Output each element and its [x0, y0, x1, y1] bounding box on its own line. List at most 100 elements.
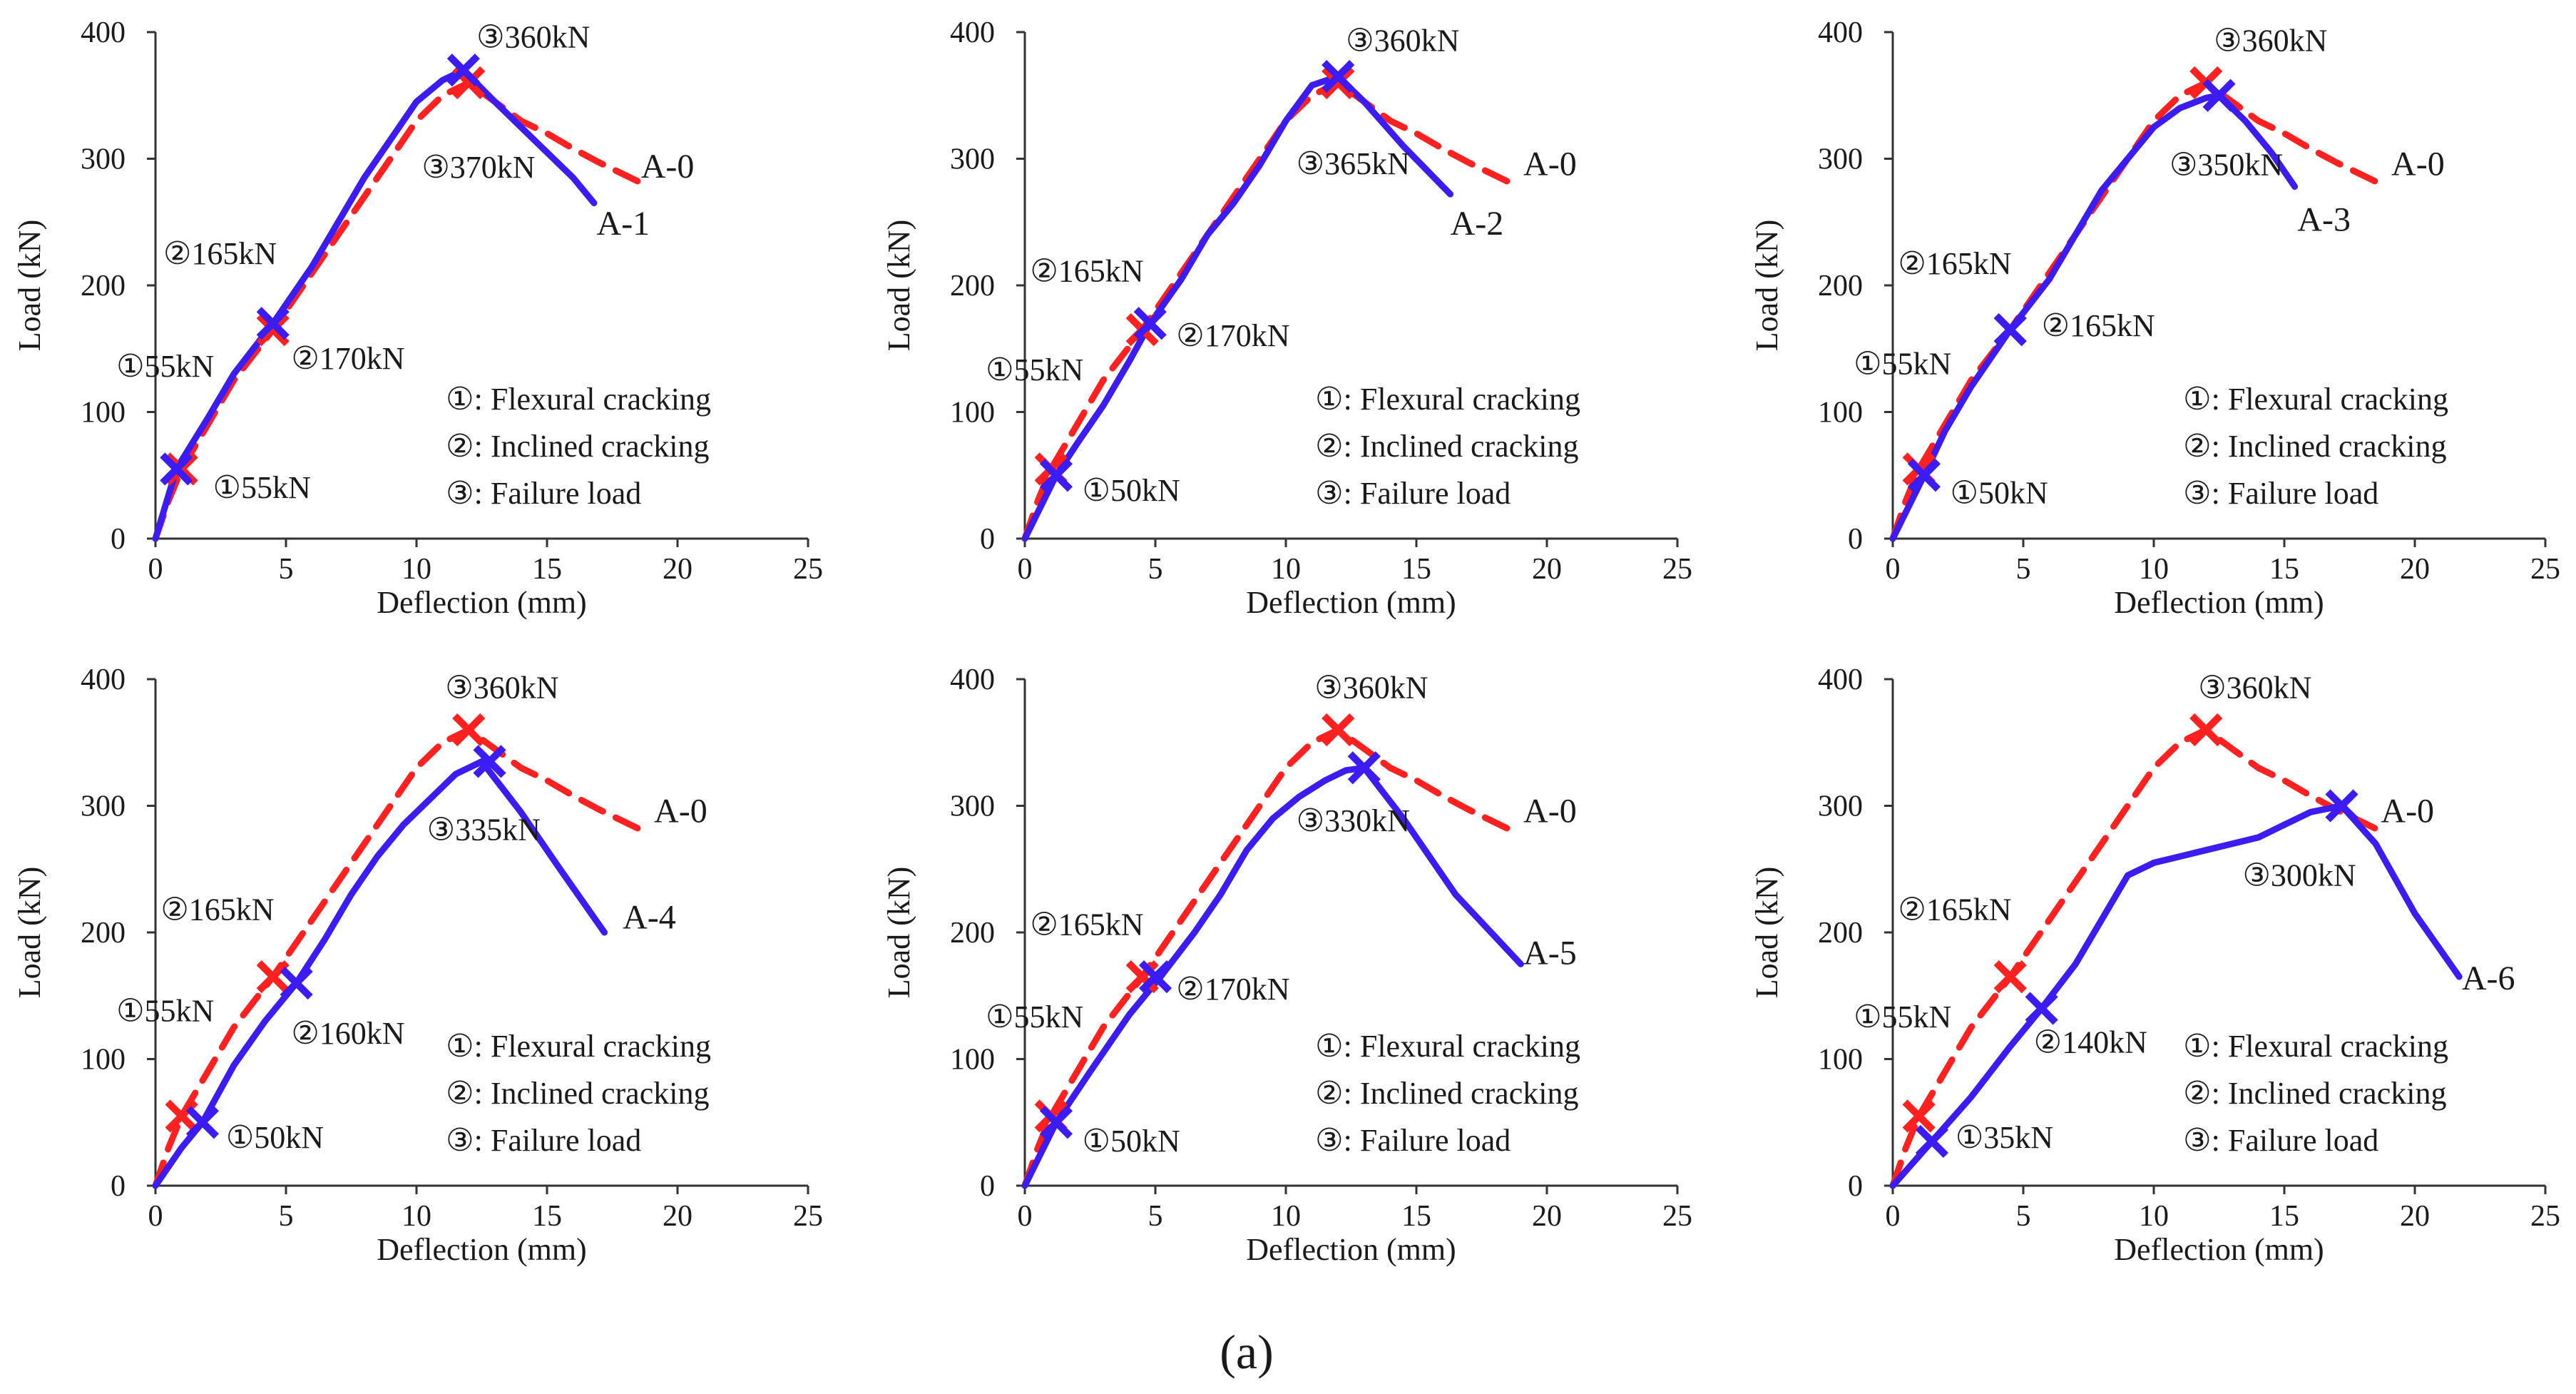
x-axis-title: Deflection (mm) — [377, 1232, 586, 1267]
marker-a-0-1 — [165, 452, 198, 486]
marker-a-5-1-stroke-b — [1039, 1106, 1073, 1139]
legend-item: ②: Inclined cracking — [446, 1076, 709, 1111]
marker-a-0-1-stroke-b — [1902, 1099, 1936, 1133]
x-tick-label: 25 — [1662, 553, 1692, 586]
series-line-a-1 — [152, 66, 598, 542]
series-label: A-0 — [654, 793, 707, 830]
point-annotation: ①50kN — [1083, 473, 1180, 508]
x-tick-label: 10 — [402, 553, 431, 586]
legend-item: ③: Failure load — [2183, 1123, 2378, 1158]
legend-item: ①: Flexural cracking — [1315, 382, 1580, 417]
x-axis-title: Deflection (mm) — [2114, 585, 2324, 620]
series-line-a-0 — [1021, 79, 1511, 542]
x-tick-label: 10 — [402, 1200, 431, 1233]
y-tick-label: 300 — [1818, 143, 1863, 176]
marker-a-3-1-stroke-b — [1907, 459, 1941, 492]
y-tick-label: 0 — [980, 1170, 995, 1203]
marker-a-5-1 — [1039, 1106, 1073, 1139]
x-tick-label: 5 — [1148, 553, 1163, 586]
y-tick-label: 400 — [1818, 663, 1863, 696]
point-annotation: ③300kN — [2242, 858, 2356, 892]
point-annotation: ①55kN — [213, 470, 311, 505]
y-tick-label: 100 — [1818, 397, 1863, 429]
point-annotation: ①50kN — [1951, 475, 2048, 510]
y-tick-label: 300 — [950, 790, 995, 823]
x-tick-label: 15 — [532, 553, 562, 586]
legend-item: ①: Flexural cracking — [446, 382, 711, 417]
marker-a-3-3-stroke-b — [2202, 78, 2236, 112]
series-line-a-0 — [152, 79, 642, 542]
y-axis-title: Load (kN) — [12, 220, 47, 352]
series-label: A-4 — [623, 899, 676, 937]
point-annotation: ①55kN — [986, 352, 1083, 387]
series-label: A-3 — [2297, 201, 2351, 239]
x-tick-label: 20 — [2400, 1200, 2430, 1233]
y-tick-label: 300 — [1818, 790, 1863, 823]
series-line-a-5 — [1021, 764, 1524, 1189]
point-annotation: ①50kN — [1083, 1124, 1180, 1159]
point-annotation: ③360kN — [1314, 671, 1428, 706]
legend-item: ③: Failure load — [1315, 476, 1511, 511]
y-tick-label: 100 — [1818, 1044, 1863, 1077]
point-annotation: ②165kN — [1030, 254, 1143, 289]
point-annotation: ③360kN — [476, 19, 590, 54]
x-tick-label: 15 — [1401, 1200, 1431, 1233]
legend-item: ②: Inclined cracking — [446, 429, 709, 464]
point-annotation: ③360kN — [2198, 671, 2311, 706]
legend-item: ①: Flexural cracking — [2183, 382, 2448, 417]
marker-a-0-3-stroke-b — [1322, 66, 1355, 100]
point-annotation: ①55kN — [116, 993, 214, 1028]
series-line-a-4 — [152, 758, 608, 1189]
marker-a-6-1-stroke-b — [1915, 1124, 1948, 1158]
point-annotation: ②140kN — [2034, 1025, 2147, 1060]
point-annotation: ②165kN — [1898, 892, 2011, 927]
point-annotation: ②170kN — [1176, 972, 1289, 1007]
y-tick-label: 100 — [81, 1044, 126, 1077]
x-tick-label: 25 — [2530, 1200, 2560, 1233]
y-tick-label: 0 — [111, 523, 126, 556]
series-line-a-0 — [152, 726, 642, 1189]
chart-panel-4: 0 100 200 300 400 0 5 10 15 20 25 Deflection (mm) Lo… — [12, 663, 823, 1267]
y-tick-label: 0 — [1848, 1170, 1863, 1203]
y-tick-label: 400 — [950, 16, 995, 49]
point-annotation: ③370kN — [421, 150, 535, 185]
point-annotation: ①55kN — [116, 349, 214, 384]
marker-a-6-3 — [2325, 789, 2358, 823]
marker-a-4-2-stroke-b — [280, 966, 313, 1000]
marker-a-0-3-stroke-b — [452, 713, 486, 747]
y-axis-title: Load (kN) — [1749, 867, 1784, 999]
x-tick-label: 5 — [2016, 1200, 2031, 1233]
point-annotation: ①50kN — [226, 1120, 324, 1155]
chart-panel-2: 0 100 200 300 400 0 5 10 15 20 25 Deflection (mm) Lo… — [881, 16, 1692, 620]
point-annotation: ③335kN — [427, 812, 541, 847]
point-annotation: ②170kN — [291, 341, 404, 376]
point-annotation: ①35kN — [1956, 1120, 2053, 1155]
x-tick-label: 10 — [2139, 1200, 2169, 1233]
marker-a-2-3-stroke-b — [1322, 60, 1355, 93]
point-annotation: ②160kN — [291, 1016, 404, 1051]
legend-item: ③: Failure load — [446, 476, 641, 511]
series-line-a-0 — [1021, 726, 1511, 1189]
marker-a-6-2-stroke-b — [2025, 992, 2058, 1025]
point-annotation: ②165kN — [1030, 907, 1143, 942]
series-label: A-0 — [2381, 793, 2434, 830]
point-annotation: ③360kN — [2214, 24, 2327, 58]
marker-a-2-1-stroke-b — [1039, 459, 1073, 492]
marker-a-0-2 — [1993, 960, 2027, 994]
series-label: A-0 — [1523, 793, 1577, 830]
legend-item: ①: Flexural cracking — [446, 1029, 711, 1064]
marker-a-0-2-stroke-b — [256, 960, 290, 994]
y-tick-label: 200 — [1818, 270, 1863, 302]
marker-a-1-1-stroke-b — [160, 452, 193, 486]
y-tick-label: 400 — [950, 663, 995, 696]
marker-a-1-3 — [446, 54, 480, 87]
series-label: A-5 — [1523, 934, 1577, 972]
x-tick-label: 25 — [793, 1200, 823, 1233]
marker-a-3-2-stroke-b — [1993, 313, 2027, 347]
y-tick-label: 0 — [111, 1170, 126, 1203]
x-tick-label: 0 — [1886, 1200, 1901, 1233]
marker-a-0-2 — [256, 960, 290, 994]
point-annotation: ②165kN — [1898, 246, 2011, 281]
x-tick-label: 5 — [2016, 553, 2031, 586]
x-tick-label: 20 — [1532, 553, 1562, 586]
